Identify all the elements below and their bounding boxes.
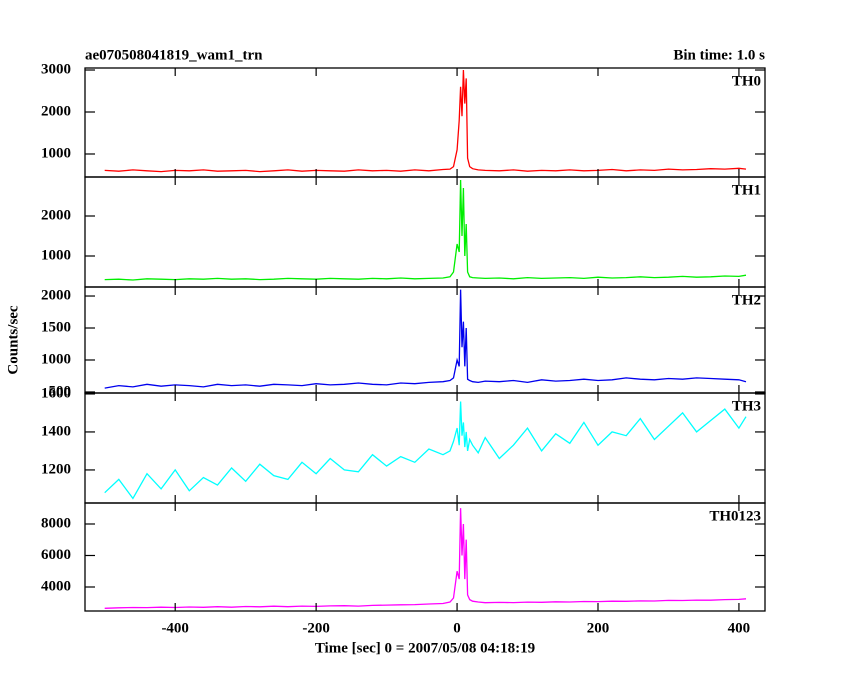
y-tick-label: 2000 — [41, 103, 71, 119]
chart-title: ae070508041819_wam1_trn — [85, 47, 263, 63]
light-curve — [104, 179, 747, 281]
panel-frame — [84, 67, 766, 178]
y-tick-label: 3000 — [41, 61, 71, 77]
x-tick-label: -200 — [302, 620, 330, 636]
bin-time: Bin time: 1.0 s — [673, 47, 765, 63]
y-tick-label: 1600 — [41, 385, 71, 401]
x-tick-label: 400 — [728, 620, 751, 636]
light-curve — [104, 508, 747, 609]
panel-label: TH3 — [732, 398, 761, 414]
y-tick-label: 1400 — [41, 423, 71, 439]
panel-frame — [84, 286, 766, 394]
y-tick-label: 8000 — [41, 515, 71, 531]
x-tick-label: 200 — [587, 620, 610, 636]
panel-label: TH0 — [732, 73, 761, 89]
panel-frame — [84, 176, 766, 288]
y-tick-label: 1500 — [41, 319, 71, 335]
y-tick-label: 4000 — [41, 578, 71, 594]
panel-label: TH0123 — [709, 508, 761, 524]
y-tick-label: 500 — [49, 383, 72, 399]
light-curve — [104, 289, 747, 389]
x-tick-label: 0 — [453, 620, 461, 636]
y-tick-label: 2000 — [41, 287, 71, 303]
y-tick-label: 1000 — [41, 145, 71, 161]
panel-frame — [84, 502, 766, 612]
light-curve — [104, 69, 747, 173]
y-tick-label: 1000 — [41, 247, 71, 263]
light-curve — [104, 401, 747, 500]
y-axis-label: Counts/sec — [5, 305, 21, 375]
x-axis-label: Time [sec] 0 = 2007/05/08 04:18:19 — [315, 640, 535, 656]
y-tick-label: 2000 — [41, 207, 71, 223]
y-tick-label: 6000 — [41, 547, 71, 563]
panel-label: TH2 — [732, 292, 761, 308]
x-tick-label: -400 — [161, 620, 189, 636]
y-tick-label: 1200 — [41, 461, 71, 477]
y-tick-label: 1000 — [41, 351, 71, 367]
panel-label: TH1 — [732, 182, 761, 198]
